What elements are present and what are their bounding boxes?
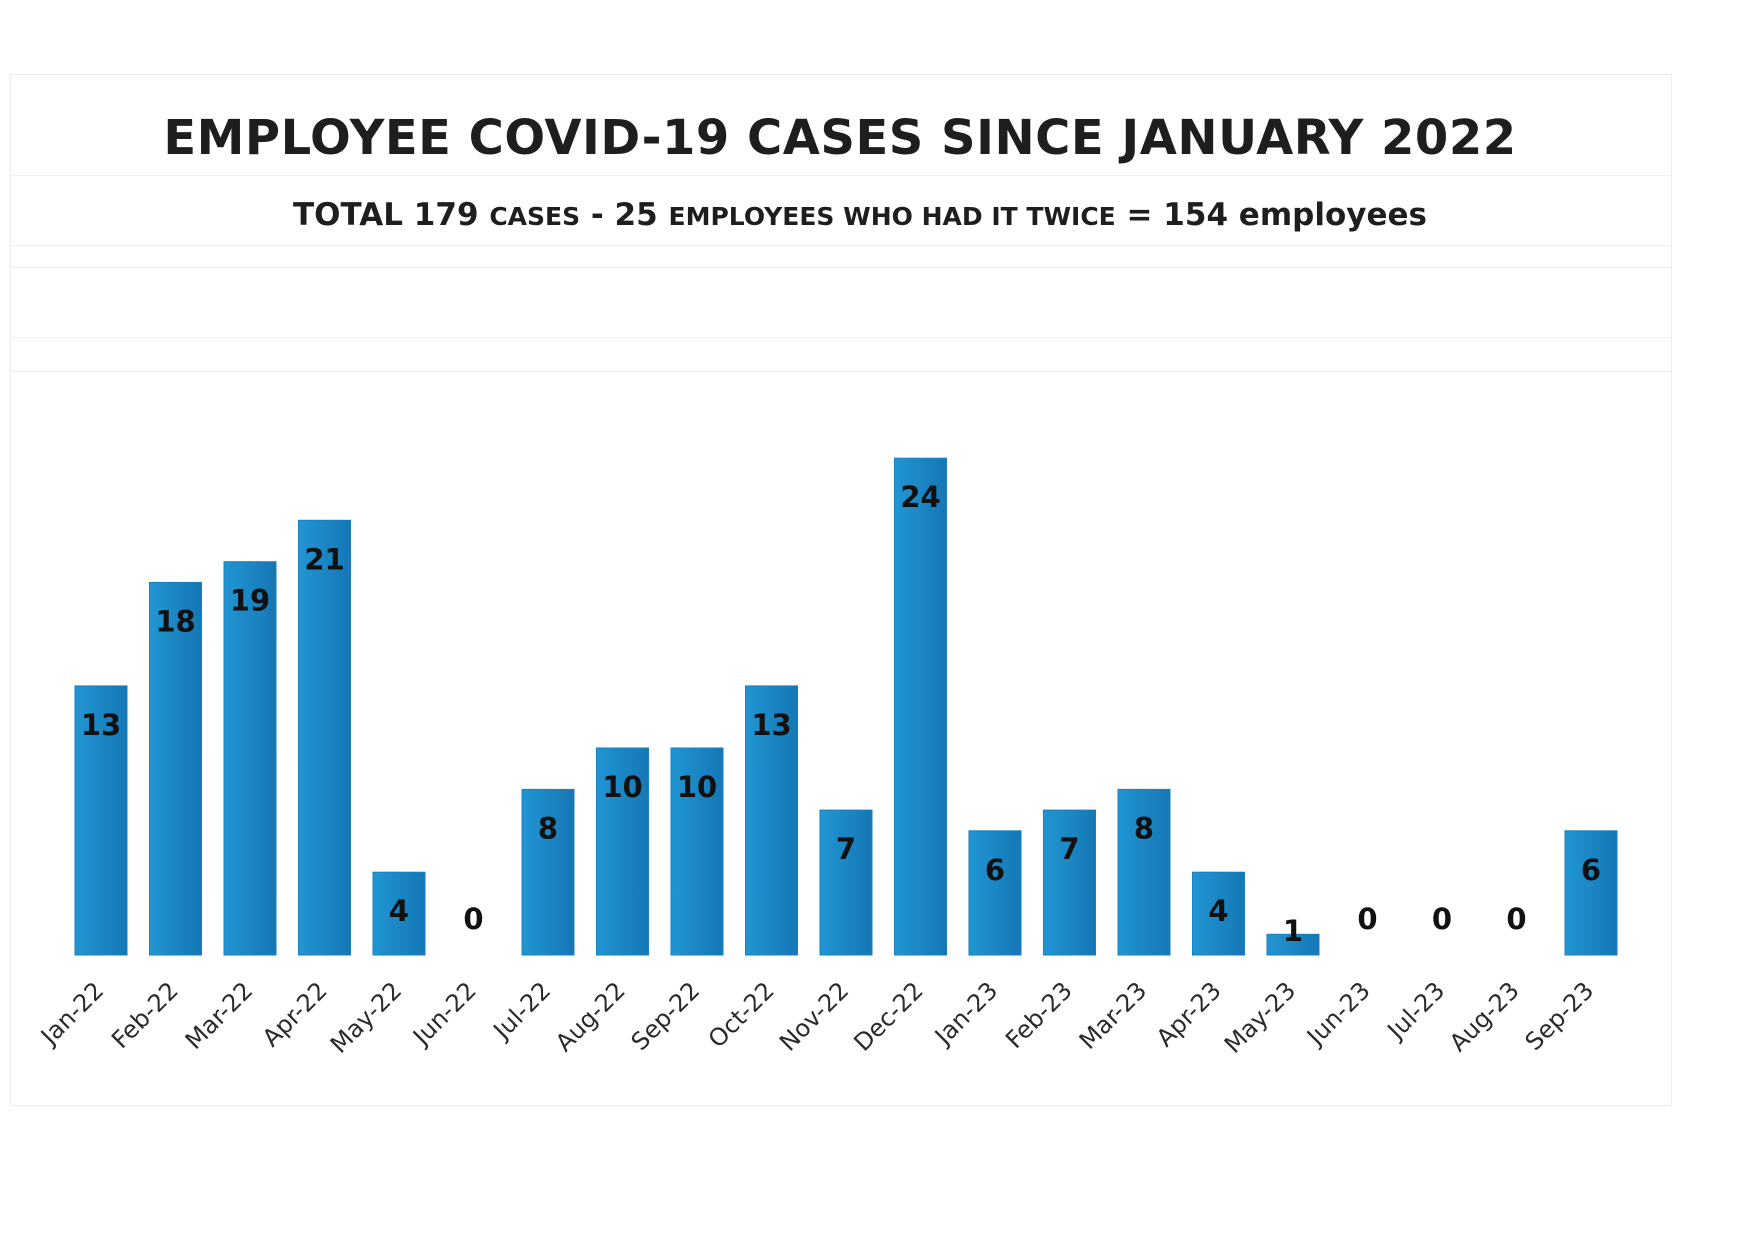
data-label-Nov-22: 7 [836,832,856,866]
x-tick-label-Dec-22: Dec-22 [848,976,928,1056]
x-tick-label-Jan-22: Jan-22 [34,976,109,1051]
data-label-Jun-22: 0 [463,902,483,936]
data-label-Jan-23: 6 [985,853,1005,887]
subtitle-employees-twice: EMPLOYEES WHO HAD IT TWICE [668,202,1116,231]
data-label-Jun-23: 0 [1357,902,1377,936]
data-label-Sep-23: 6 [1581,853,1601,887]
x-tick-label-Aug-22: Aug-22 [550,976,631,1057]
scan-line [11,267,1671,268]
subtitle-cases-word: CASES [489,202,581,231]
scan-line [11,245,1671,246]
bar-Mar-23 [1117,788,1171,956]
bar-Feb-23 [1043,809,1096,956]
bar-Sep-23 [1564,830,1618,956]
x-tick-label-Jan-23: Jan-23 [928,976,1003,1051]
x-tick-label-Oct-22: Oct-22 [703,976,780,1053]
scan-line [11,371,1671,372]
data-label-Feb-23: 7 [1059,832,1079,866]
data-label-May-22: 4 [389,894,409,928]
chart-title: EMPLOYEE COVID-19 CASES SINCE JANUARY 20… [163,110,1517,166]
subtitle-result: = 154 employees [1115,197,1427,233]
data-label-Apr-23: 4 [1208,894,1228,928]
data-label-Oct-22: 13 [751,708,791,742]
bar-May-23 [1266,933,1320,956]
scan-line [11,337,1671,338]
data-label-May-23: 1 [1283,914,1303,948]
chart-subtitle: TOTAL 179 CASES - 25 EMPLOYEES WHO HAD I… [0,197,1720,233]
data-label-Jul-22: 8 [538,811,558,845]
data-label-Apr-22: 21 [304,542,344,576]
x-tick-label-Mar-23: Mar-23 [1074,976,1152,1054]
x-tick-label-Sep-22: Sep-22 [626,976,706,1056]
bar-Apr-23 [1192,871,1245,956]
x-tick-label-Nov-22: Nov-22 [774,976,854,1056]
x-tick-label-Apr-23: Apr-23 [1151,976,1227,1052]
bar-Sep-22 [670,747,724,956]
scan-line [11,175,1671,176]
data-label-Aug-23: 0 [1506,902,1526,936]
data-label-Mar-23: 8 [1134,811,1154,845]
data-label-Jan-22: 13 [81,708,121,742]
x-tick-label-May-22: May-22 [325,976,407,1058]
bar-Oct-22 [745,685,798,956]
bar-Jan-23 [968,830,1022,956]
x-tick-label-Jun-23: Jun-23 [1300,976,1375,1051]
bar-Feb-22 [149,581,202,956]
x-tick-label-Mar-22: Mar-22 [180,976,258,1054]
x-tick-label-Jun-22: Jun-22 [406,976,481,1051]
data-label-Aug-22: 10 [602,770,642,804]
x-tick-label-Sep-23: Sep-23 [1520,976,1600,1056]
bar-Dec-22 [894,457,947,956]
bar-Mar-22 [223,561,277,956]
subtitle-total: TOTAL 179 [293,197,490,233]
x-tick-label-Feb-23: Feb-23 [1000,976,1078,1054]
x-tick-label-Jul-23: Jul-23 [1381,976,1450,1045]
x-tick-label-Aug-23: Aug-23 [1444,976,1525,1057]
data-label-Sep-22: 10 [677,770,717,804]
x-tick-label-Jul-22: Jul-22 [487,976,556,1045]
bar-Apr-22 [298,519,351,956]
bar-Jan-22 [74,685,128,956]
bar-Nov-22 [819,809,873,956]
x-tick-label-Apr-22: Apr-22 [257,976,333,1052]
x-tick-label-May-23: May-23 [1219,976,1301,1058]
bar-Jul-22 [521,788,575,956]
data-label-Jul-23: 0 [1432,902,1452,936]
data-label-Feb-22: 18 [155,604,195,638]
bar-Aug-22 [596,747,649,956]
data-label-Mar-22: 19 [230,584,270,618]
data-label-Dec-22: 24 [900,480,940,514]
bar-May-22 [372,871,426,956]
x-tick-label-Feb-22: Feb-22 [106,976,184,1054]
subtitle-minus: - 25 [580,197,669,233]
